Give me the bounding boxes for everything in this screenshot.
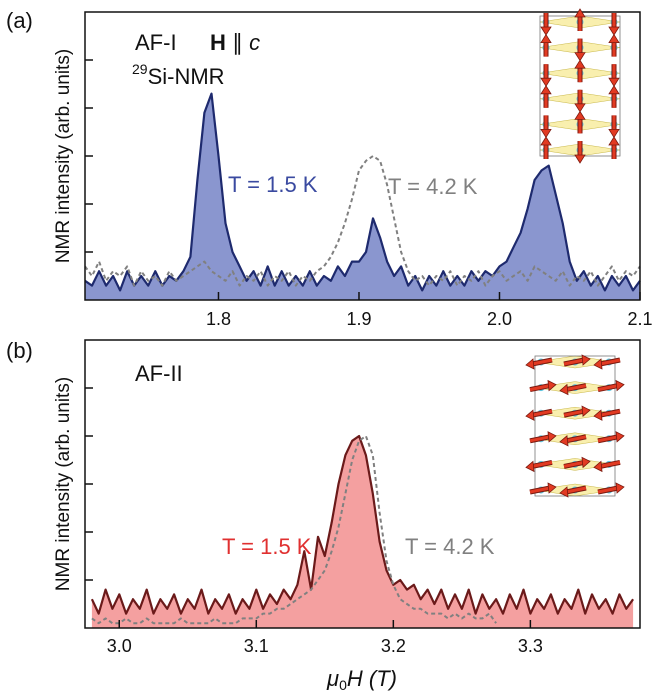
- x-tick-label: 1.8: [206, 309, 231, 329]
- phase-label: AF-I: [135, 30, 177, 55]
- x-label-symbol: μ: [326, 666, 339, 691]
- spin: [563, 409, 585, 417]
- spin: [599, 358, 621, 366]
- x-label-rest: H (T): [347, 666, 397, 691]
- spin-head: [540, 77, 552, 87]
- spin: [565, 435, 587, 443]
- field-vector: H: [210, 30, 226, 55]
- series-line: [84, 155, 641, 287]
- spin-head: [525, 460, 535, 473]
- unit-cell: [534, 355, 616, 497]
- series-label: T = 4.2 K: [405, 534, 495, 559]
- spin-head: [608, 33, 620, 43]
- spin-head: [540, 33, 552, 43]
- spin-head: [540, 26, 552, 36]
- spin: [599, 460, 621, 468]
- series-line: [90, 434, 634, 615]
- spin: [529, 384, 551, 392]
- spin-head: [608, 85, 620, 95]
- spin-head: [574, 110, 586, 120]
- spin-head: [540, 128, 552, 139]
- spin-head: [615, 379, 625, 392]
- x-tick-label: 2.1: [627, 309, 652, 329]
- spin-head: [540, 136, 552, 146]
- x-tick-label: 3.2: [381, 636, 406, 656]
- spin-head: [608, 77, 620, 87]
- x-tick-label: 1.9: [346, 309, 371, 329]
- spin-head: [559, 434, 569, 447]
- spin: [529, 486, 551, 494]
- spin-head: [574, 154, 586, 164]
- x-tick-label: 3.3: [518, 636, 543, 656]
- spin-head: [593, 409, 603, 421]
- spin: [529, 435, 551, 443]
- spin: [563, 460, 585, 468]
- spin-head: [615, 482, 625, 494]
- y-axis-label: NMR intensity (arb. units): [53, 49, 74, 263]
- plot-layer: [84, 11, 641, 301]
- panel-label: (a): [6, 8, 33, 33]
- field-label: H ∥ c: [210, 30, 260, 55]
- spin-head: [547, 482, 557, 494]
- x-axis-label: μ0H (T): [326, 666, 397, 693]
- spin-head: [574, 52, 586, 62]
- series-label: T = 4.2 K: [388, 174, 478, 199]
- spin-head: [525, 358, 535, 370]
- phase-label: AF-II: [135, 361, 183, 386]
- series-area: [85, 93, 640, 300]
- crystal-inset: [525, 354, 625, 498]
- y-axis-label: NMR intensity (arb. units): [53, 377, 74, 591]
- spin-head: [581, 354, 591, 366]
- nucleus-text: Si-NMR: [148, 64, 225, 89]
- x-label-sub: 0: [339, 677, 347, 693]
- unit-cell: [539, 15, 621, 157]
- field-axis: c: [249, 30, 260, 55]
- crystal-inset: [539, 8, 621, 164]
- spin-head: [559, 486, 569, 498]
- spin-head: [593, 460, 603, 473]
- spin-head: [525, 409, 535, 421]
- spin-head: [559, 383, 569, 396]
- x-tick-label: 3.0: [107, 636, 132, 656]
- spin-head: [608, 26, 620, 36]
- spin-head: [581, 405, 591, 418]
- spin-head: [574, 103, 586, 113]
- spin: [565, 384, 587, 392]
- spin: [531, 358, 553, 366]
- plot-layer: [84, 339, 641, 629]
- x-tick-label: 2.0: [487, 309, 512, 329]
- spin-head: [547, 431, 557, 443]
- spin: [565, 486, 587, 494]
- spin-head: [608, 136, 620, 146]
- spin-head: [608, 128, 620, 139]
- spin: [563, 358, 585, 366]
- series-line: [91, 435, 497, 625]
- spin-head: [574, 8, 586, 18]
- series-area: [91, 436, 634, 628]
- spin: [597, 384, 619, 392]
- spin: [531, 409, 553, 417]
- series-label: T = 1.5 K: [222, 534, 312, 559]
- spin-head: [593, 358, 603, 370]
- panel-label: (b): [6, 338, 33, 363]
- nucleus-mass: 29: [132, 61, 148, 77]
- spin: [597, 435, 619, 443]
- spin-head: [547, 379, 557, 392]
- spin: [597, 486, 619, 494]
- spin: [599, 409, 621, 417]
- spin: [531, 460, 553, 468]
- series-label: T = 1.5 K: [228, 172, 318, 197]
- field-relation: ∥: [232, 30, 243, 55]
- x-tick-label: 3.1: [244, 636, 269, 656]
- spin-head: [540, 85, 552, 95]
- spin-head: [581, 456, 591, 469]
- spin-head: [574, 59, 586, 69]
- spin-head: [615, 431, 625, 443]
- nucleus-label: 29Si-NMR: [132, 61, 225, 89]
- series-line: [84, 92, 641, 292]
